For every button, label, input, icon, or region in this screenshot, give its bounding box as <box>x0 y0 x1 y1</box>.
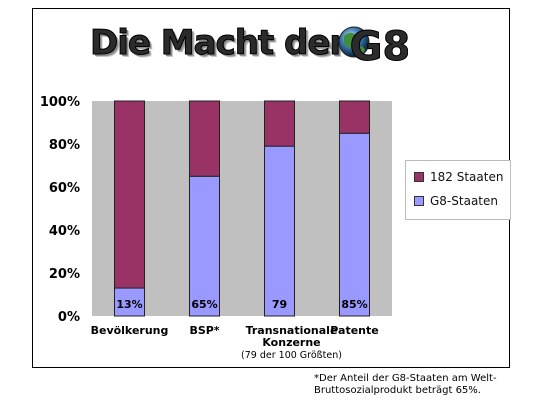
footnote-line-2: Bruttosozialprodukt beträgt 65%. <box>314 385 481 396</box>
legend: 182 Staaten G8-Staaten <box>405 160 511 220</box>
bar-segment-g8-staaten <box>189 175 220 317</box>
footnote-line-1: *Der Anteil der G8-Staaten am Welt- <box>314 373 497 384</box>
bar-segment-182-staaten <box>264 100 295 147</box>
y-tick-label: 80% <box>49 138 80 153</box>
bar-segment-g8-staaten <box>339 132 370 317</box>
g8-logo-text: G8 <box>350 24 408 70</box>
y-tick-label: 60% <box>49 181 80 196</box>
data-label: 79 <box>272 298 287 311</box>
x-tick-label: Transnationale <box>246 324 338 337</box>
legend-swatch <box>414 196 424 206</box>
bar-segment-182-staaten <box>339 100 370 134</box>
legend-label: G8-Staaten <box>430 194 498 208</box>
legend-label: 182 Staaten <box>430 170 504 184</box>
x-tick-label: Patente <box>330 324 378 337</box>
bar-segment-g8-staaten <box>264 145 295 317</box>
data-label: 65% <box>191 298 217 311</box>
y-tick-label: 20% <box>49 267 80 282</box>
legend-item-g8-staaten: G8-Staaten <box>414 194 498 208</box>
legend-swatch <box>414 172 424 182</box>
bars: 13% 65% 79 85% <box>114 100 370 317</box>
x-tick-label: BSP* <box>189 324 219 337</box>
footnote: *Der Anteil der G8-Staaten am Welt- Brut… <box>314 373 497 397</box>
x-tick-sublabel: (79 der 100 Größten) <box>241 350 342 361</box>
bar-segment-182-staaten <box>114 100 145 289</box>
x-tick-label: Bevölkerung <box>91 324 169 337</box>
x-axis: Bevölkerung BSP* TransnationaleKonzerne(79… <box>91 324 379 361</box>
data-label: 13% <box>116 298 142 311</box>
y-tick-label: 100% <box>40 95 80 110</box>
data-label: 85% <box>341 298 367 311</box>
g8-globe-logo: G8 <box>338 24 408 71</box>
bar-segment-182-staaten <box>189 100 220 177</box>
bar-segment-g8-staaten <box>114 287 145 317</box>
y-tick-label: 40% <box>49 224 80 239</box>
chart-title: Die Macht der <box>89 23 346 64</box>
title-area: Die Macht der <box>89 14 346 72</box>
y-axis: 0% 20% 40% 60% 80% 100% <box>40 95 80 325</box>
x-tick-label: Konzerne <box>262 336 320 349</box>
y-tick-label: 0% <box>58 310 80 325</box>
legend-item-182-staaten: 182 Staaten <box>414 170 503 184</box>
